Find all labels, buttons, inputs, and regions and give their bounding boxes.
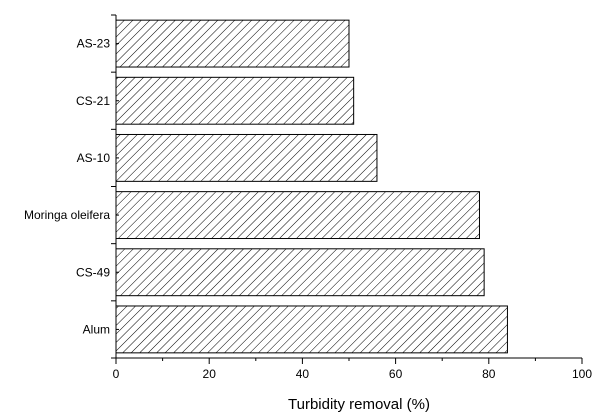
x-tick-label: 40 xyxy=(296,367,310,381)
x-tick-label: 100 xyxy=(572,367,592,381)
category-label: Moringa oleifera xyxy=(24,208,110,222)
x-tick-label: 80 xyxy=(482,367,496,381)
category-label: CS-21 xyxy=(76,94,110,108)
category-label: AS-10 xyxy=(77,151,111,165)
y-axis-ticks xyxy=(111,14,119,359)
bar-cs-21 xyxy=(115,76,355,125)
bar-moringa-oleifera xyxy=(115,191,480,240)
bar-alum xyxy=(115,305,508,354)
category-label: CS-49 xyxy=(76,265,110,279)
x-tick-label: 60 xyxy=(389,367,403,381)
x-axis-title: Turbidity removal (%) xyxy=(288,396,430,412)
x-axis-ticks: 0 20 40 60 80 100 xyxy=(113,358,592,381)
bars-group xyxy=(115,19,508,354)
category-label: AS-23 xyxy=(77,37,111,51)
category-labels: AS-23 CS-21 AS-10 Moringa oleifera CS-49 Alum xyxy=(24,37,110,337)
category-label: Alum xyxy=(83,322,110,336)
x-tick-label: 0 xyxy=(113,367,120,381)
x-tick-label: 20 xyxy=(203,367,217,381)
bar-as-10 xyxy=(115,133,378,182)
bar-cs-49 xyxy=(115,248,485,297)
bar-as-23 xyxy=(115,19,350,68)
